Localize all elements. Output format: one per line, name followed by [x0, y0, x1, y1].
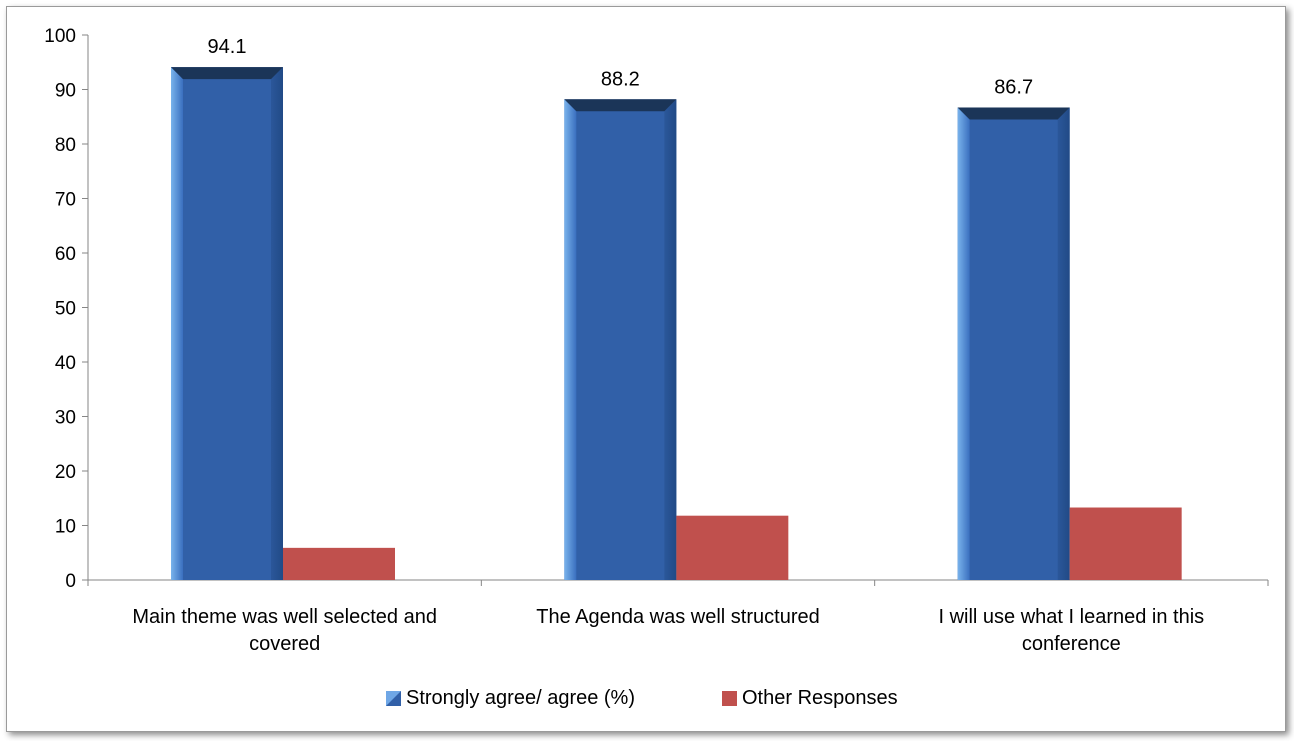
y-tick-label: 50 — [55, 299, 76, 320]
x-category-label-line: conference — [1022, 633, 1121, 655]
data-label: 88.2 — [601, 68, 640, 90]
y-tick-label: 40 — [55, 353, 76, 374]
bar-strongly-agree — [171, 67, 283, 580]
x-category-label: I will use what I learned in this confere… — [938, 606, 1204, 655]
legend-swatch-bevel — [386, 691, 401, 706]
y-tick-label: 0 — [65, 571, 76, 592]
bar-strongly-agree — [957, 107, 1070, 581]
legend-item-strongly-agree: Strongly agree/ agree (%) — [386, 687, 635, 709]
bar-bevel-left — [564, 99, 577, 580]
bar-bevel-left — [171, 67, 183, 580]
y-tick-label: 90 — [55, 81, 76, 102]
labels: 94.1 Main theme was well selected and cove… — [132, 36, 1204, 655]
x-category-label-line: The Agenda was well structured — [536, 606, 820, 628]
y-tick-label: 20 — [55, 462, 76, 483]
bar-bevel-right — [271, 67, 283, 580]
bar-face — [171, 67, 283, 580]
y-tick-label: 100 — [44, 26, 76, 47]
bar-other-responses — [283, 547, 395, 580]
data-label: 94.1 — [208, 36, 247, 58]
legend: Strongly agree/ agree (%) Other Responses — [386, 687, 898, 709]
bar-bevel-right — [1057, 107, 1070, 581]
data-label: 86.7 — [994, 76, 1033, 98]
bar-strongly-agree — [564, 99, 677, 580]
bar-face — [564, 99, 677, 580]
bar-bevel-top — [564, 99, 677, 112]
bar-other-responses — [1069, 507, 1182, 580]
x-category-label-line: covered — [249, 633, 320, 655]
legend-label: Strongly agree/ agree (%) — [406, 687, 635, 709]
bar-face — [957, 107, 1070, 581]
y-tick-label: 30 — [55, 408, 76, 429]
legend-item-other-responses: Other Responses — [722, 687, 898, 709]
bar-bevel-top — [957, 107, 1070, 120]
legend-label: Other Responses — [742, 687, 898, 709]
y-tick-label: 80 — [55, 135, 76, 156]
y-tick-label: 10 — [55, 517, 76, 538]
x-category-label-line: Main theme was well selected and — [132, 606, 437, 628]
bars — [171, 67, 1182, 581]
x-category-label: The Agenda was well structured — [536, 606, 820, 628]
y-tick-label: 70 — [55, 190, 76, 211]
x-category-label-line: I will use what I learned in this — [938, 606, 1204, 628]
y-tick-label: 60 — [55, 244, 76, 265]
x-category-label: Main theme was well selected and covered — [132, 606, 437, 655]
bar-other-responses — [676, 515, 789, 580]
bar-bevel-right — [664, 99, 677, 580]
bar-bevel-left — [957, 107, 970, 581]
bar-bevel-top — [171, 67, 283, 80]
legend-swatch — [722, 691, 737, 706]
